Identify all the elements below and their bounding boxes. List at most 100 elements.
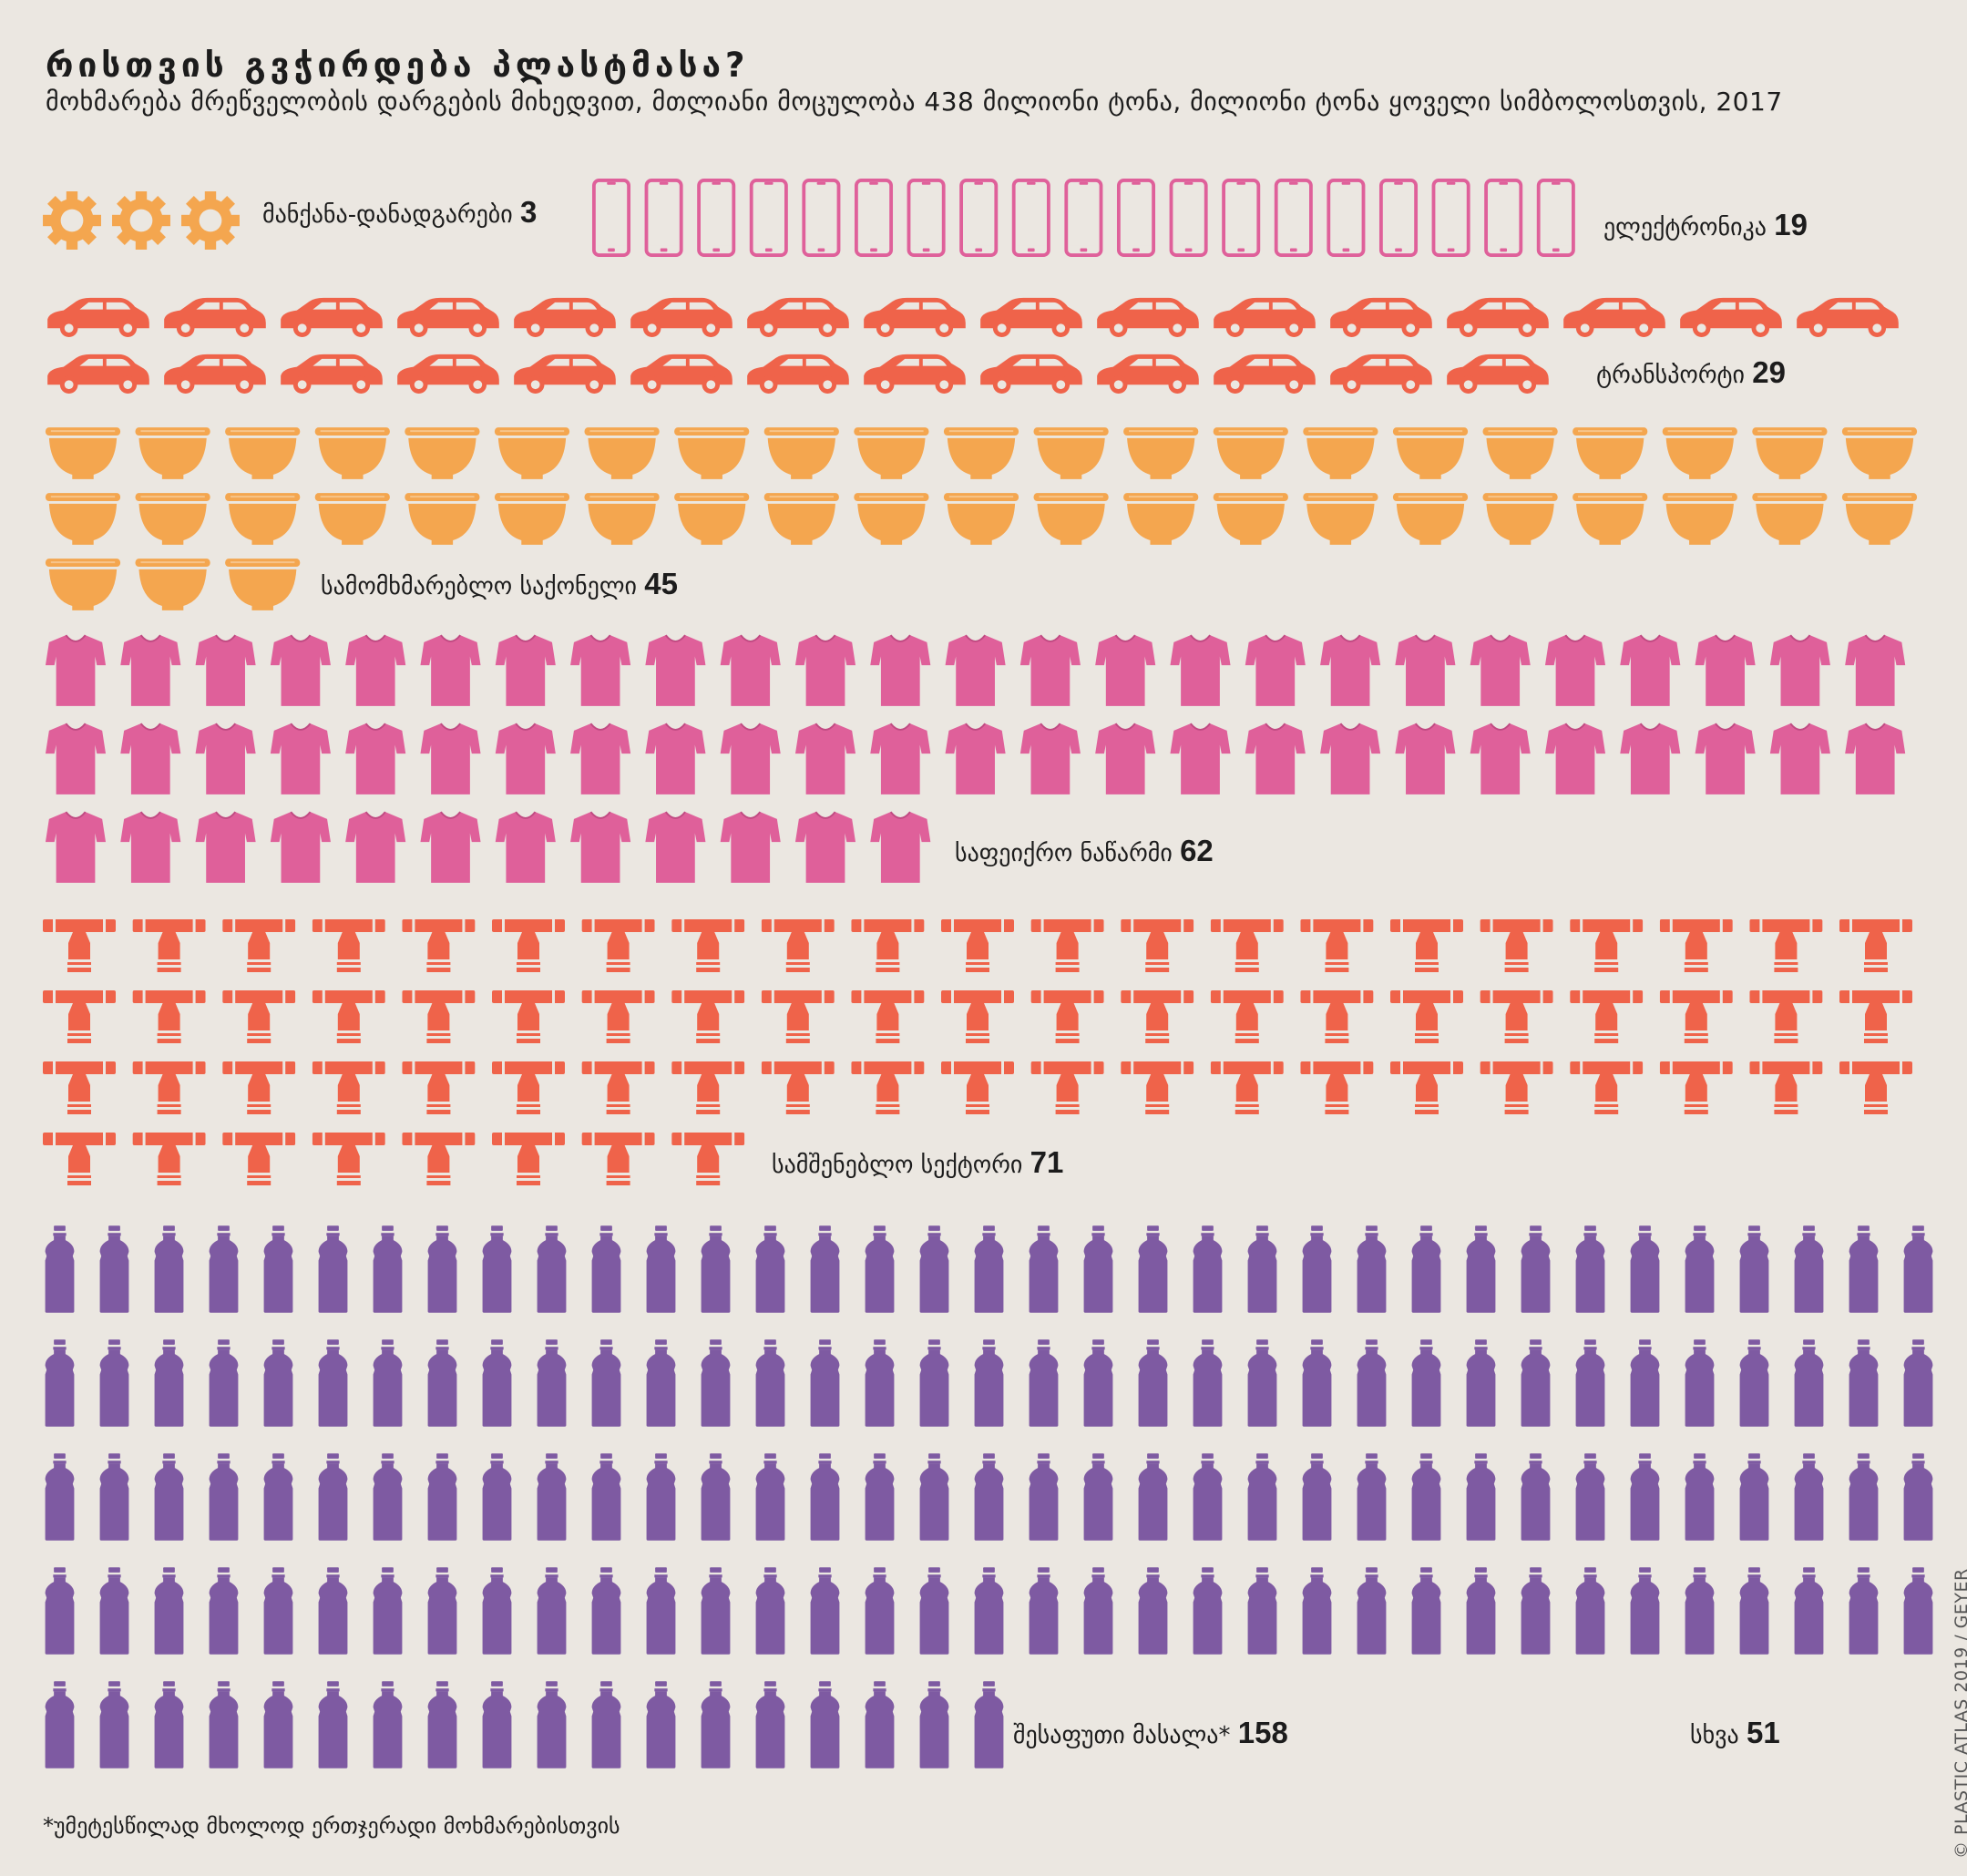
pipe-icon [581,1133,655,1185]
bottle-icon [974,1681,1004,1768]
tshirt-icon [494,723,557,795]
bowl-icon [313,492,391,546]
bowl-icon [224,426,302,480]
category-label: ტრანსპორტი 29 [1596,355,1786,389]
car-icon [514,297,616,337]
car-icon [164,297,266,337]
car-icon [281,297,383,337]
pipe-icon [1121,1061,1194,1114]
footnote: *უმეტესწილად მხოლოდ ერთჯერადი მოხმარების… [43,1813,620,1839]
bowl-icon [583,426,661,480]
pipe-icon [1121,990,1194,1043]
bottle-icon [919,1567,949,1655]
pipe-icon [761,990,835,1043]
pipe-icon [492,990,565,1043]
bowl-icon [1122,492,1200,546]
car-icon [281,354,383,394]
bottle-icon [1193,1339,1223,1427]
category-label: სამშენებლო სექტორი 71 [772,1145,1063,1179]
bottle-icon [427,1681,457,1768]
pipe-icon [1030,919,1104,972]
category-name: მანქანა-დანადგარები [262,201,520,229]
bowl-icon [493,426,571,480]
category-value: 19 [1774,208,1808,241]
phone-icon [804,180,838,255]
tshirt-icon [419,811,482,884]
bottle-icon [154,1225,184,1313]
bottle-icon [1849,1339,1879,1427]
bottle-icon [1247,1567,1277,1655]
bottle-icon [755,1681,785,1768]
phone-icon [1433,180,1468,255]
tshirt-icon [45,634,107,707]
bottle-icon [865,1681,895,1768]
phone-icon [1539,180,1573,255]
pipe-icon [1570,919,1644,972]
bottle-icon [209,1225,239,1313]
bowl-icon [763,492,840,546]
tshirt-icon [569,723,632,795]
pipe-icon [1390,919,1463,972]
bottle-icon [974,1225,1004,1313]
pipe-icon [492,1133,565,1185]
bottle-icon [154,1453,184,1541]
category-name: ტრანსპორტი [1596,362,1752,389]
tshirt-icon [1394,723,1457,795]
bowl-icon [404,492,481,546]
bottle-icon [1083,1453,1113,1541]
pipe-icon [222,1061,296,1114]
bottle-icon [1794,1453,1824,1541]
bottle-icon [591,1681,621,1768]
bottle-icon [482,1339,512,1427]
tshirt-icon [1319,723,1382,795]
bowl-icon [763,426,840,480]
pipe-icon [1030,990,1104,1043]
credit: © PLASTIC ATLAS 2019 / GEYER [1952,1568,1967,1859]
tshirt-icon [45,723,107,795]
phone-icon [646,180,681,255]
bottle-icon [318,1453,348,1541]
bowl-icon [1840,492,1919,546]
pipe-icon [1570,990,1644,1043]
bottle-icon [1302,1453,1332,1541]
bowl-icon [1212,492,1289,546]
category-value: 51 [1747,1716,1780,1749]
pipe-icon [1659,990,1733,1043]
bottle-icon [755,1567,785,1655]
tshirt-icon [644,723,707,795]
bottle-icon [591,1225,621,1313]
bottle-icon [263,1339,293,1427]
category-label: სხვა 51 [1690,1716,1780,1749]
bottle-icon [45,1567,75,1655]
category-name: საფეიქრო ნაწარმი [955,840,1180,867]
phone-icon [594,180,629,255]
bottle-icon [810,1225,840,1313]
bottle-icon [373,1225,403,1313]
pipe-icon [1480,919,1553,972]
tshirt-icon [419,723,482,795]
bottle-icon [1903,1339,1933,1427]
bottle-icon [209,1681,239,1768]
tshirt-icon [344,634,407,707]
pipe-icon [941,919,1014,972]
tshirt-icon [1544,634,1606,707]
bowl-icon [1032,426,1110,480]
bowl-icon [134,558,211,611]
bottle-icon [1193,1225,1223,1313]
bottle-icon [209,1567,239,1655]
bowl-icon [673,492,751,546]
bowl-icon [44,426,122,480]
bottle-icon [99,1339,129,1427]
bottle-icon [865,1339,895,1427]
bottle-icon [1357,1567,1387,1655]
car-icon [1214,354,1316,394]
car-icon [630,297,733,337]
bottle-icon [373,1567,403,1655]
bottle-icon [482,1225,512,1313]
bottle-icon [263,1681,293,1768]
bottle-icon [591,1567,621,1655]
phone-icon [1119,180,1153,255]
bottle-icon [701,1339,731,1427]
bottle-icon [99,1567,129,1655]
pipe-icon [671,919,745,972]
